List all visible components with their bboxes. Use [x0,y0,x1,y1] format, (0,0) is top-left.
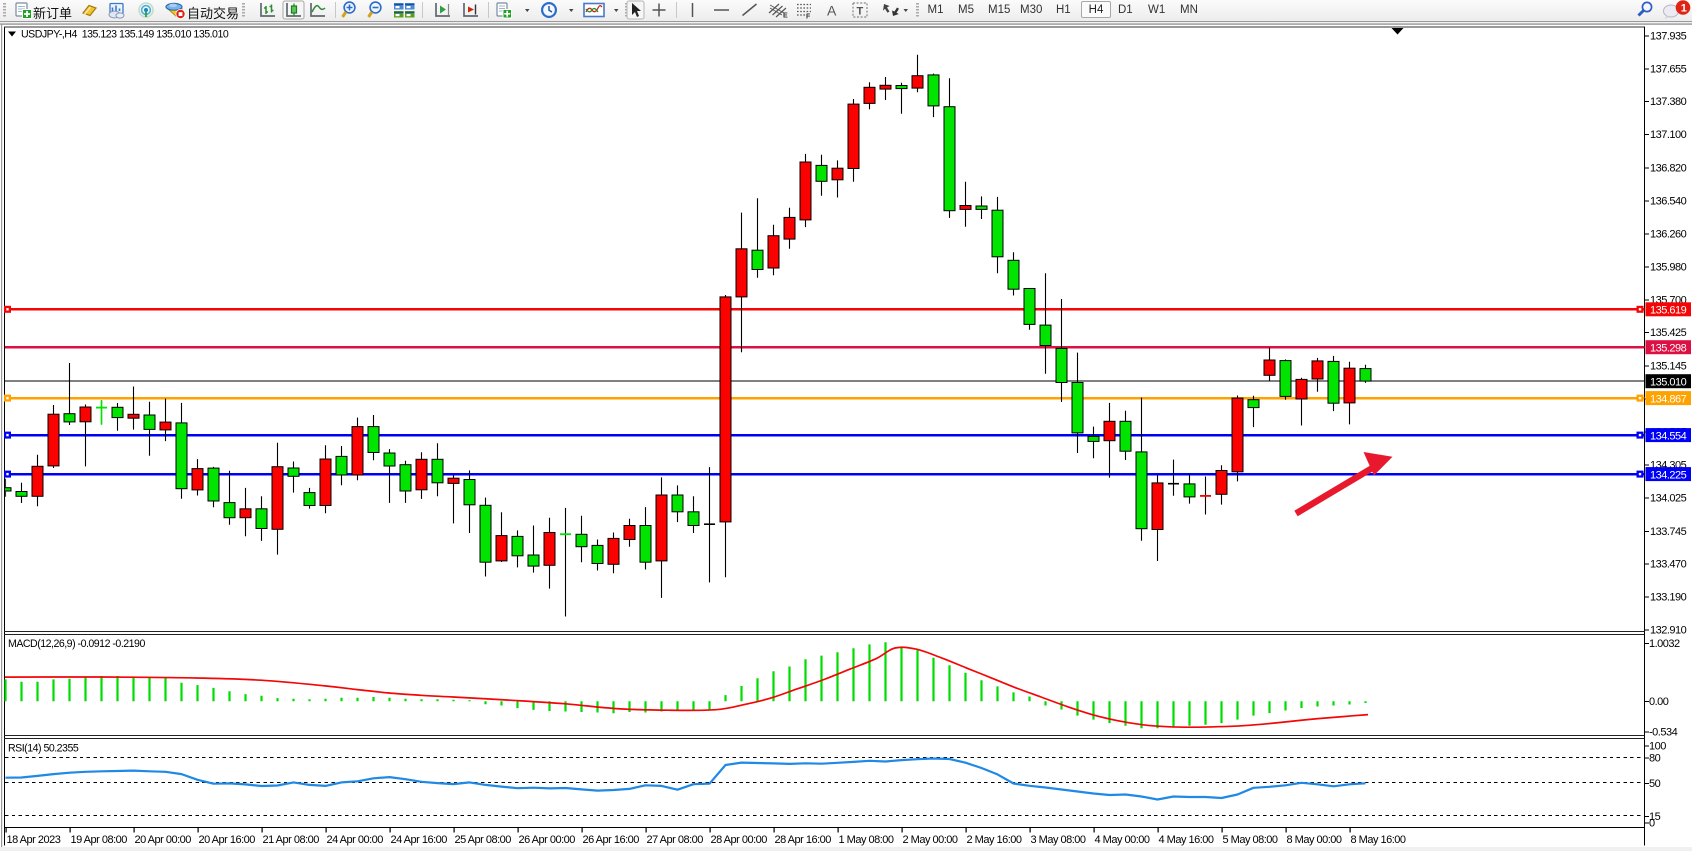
svg-text:4 May 00:00: 4 May 00:00 [1095,834,1150,846]
svg-text:21 Apr 08:00: 21 Apr 08:00 [263,834,320,846]
svg-text:8 May 16:00: 8 May 16:00 [1351,834,1406,846]
svg-text:137.380: 137.380 [1650,96,1687,108]
svg-text:0.00: 0.00 [1649,696,1669,708]
svg-text:26 Apr 00:00: 26 Apr 00:00 [519,834,576,846]
svg-text:135.980: 135.980 [1650,262,1687,274]
svg-text:80: 80 [1649,753,1661,765]
svg-text:3 May 08:00: 3 May 08:00 [1031,834,1086,846]
svg-text:133.470: 133.470 [1650,558,1687,570]
svg-text:135.298: 135.298 [1650,342,1687,354]
svg-text:RSI(14) 50.2355: RSI(14) 50.2355 [8,743,79,755]
svg-text:2 May 00:00: 2 May 00:00 [903,834,958,846]
svg-text:20 Apr 16:00: 20 Apr 16:00 [199,834,256,846]
svg-text:2 May 16:00: 2 May 16:00 [967,834,1022,846]
svg-text:F: F [806,14,811,21]
svg-text:MACD(12,26,9) -0.0912 -0.2190: MACD(12,26,9) -0.0912 -0.2190 [8,638,145,650]
svg-text:4 May 16:00: 4 May 16:00 [1159,834,1214,846]
svg-text:20 Apr 00:00: 20 Apr 00:00 [135,834,192,846]
svg-text:135.425: 135.425 [1650,327,1687,339]
svg-text:24 Apr 16:00: 24 Apr 16:00 [391,834,448,846]
svg-text:26 Apr 16:00: 26 Apr 16:00 [583,834,640,846]
svg-text:135.619: 135.619 [1650,305,1687,317]
svg-text:19 Apr 08:00: 19 Apr 08:00 [71,834,128,846]
svg-text:50: 50 [1649,778,1661,790]
svg-text:28 Apr 00:00: 28 Apr 00:00 [711,834,768,846]
svg-text:134.554: 134.554 [1650,430,1687,442]
svg-text:27 Apr 08:00: 27 Apr 08:00 [647,834,704,846]
svg-text:USDJPY-,H4 135.123 135.149 13: USDJPY-,H4 135.123 135.149 135.010 135.0… [21,29,229,41]
svg-text:137.935: 137.935 [1650,31,1687,43]
svg-text:E: E [783,13,788,20]
svg-text:137.100: 137.100 [1650,129,1687,141]
svg-text:18 Apr 2023: 18 Apr 2023 [7,834,61,846]
svg-text:15: 15 [1649,811,1661,823]
svg-text:24 Apr 00:00: 24 Apr 00:00 [327,834,384,846]
svg-text:134.867: 134.867 [1650,393,1687,405]
svg-text:135.145: 135.145 [1650,360,1687,372]
svg-text:133.745: 133.745 [1650,526,1687,538]
svg-text:5 May 08:00: 5 May 08:00 [1223,834,1278,846]
svg-text:136.820: 136.820 [1650,162,1687,174]
svg-text:136.260: 136.260 [1650,229,1687,241]
svg-text:28 Apr 16:00: 28 Apr 16:00 [775,834,832,846]
svg-text:8 May 00:00: 8 May 00:00 [1287,834,1342,846]
svg-text:1.0032: 1.0032 [1649,638,1680,650]
svg-text:136.540: 136.540 [1650,195,1687,207]
svg-text:137.655: 137.655 [1650,64,1687,76]
svg-text:133.190: 133.190 [1650,591,1687,603]
svg-text:1: 1 [1681,3,1687,15]
svg-text:-0.534: -0.534 [1649,727,1678,739]
svg-text:134.225: 134.225 [1650,469,1687,481]
svg-text:1 May 08:00: 1 May 08:00 [839,834,894,846]
svg-text:132.910: 132.910 [1650,625,1687,637]
svg-text:134.025: 134.025 [1650,493,1687,505]
svg-text:25 Apr 08:00: 25 Apr 08:00 [455,834,512,846]
svg-text:135.010: 135.010 [1650,376,1687,388]
svg-text:A: A [827,3,837,19]
svg-text:T: T [857,6,864,18]
svg-text:100: 100 [1649,741,1666,753]
svg-text:0: 0 [1649,818,1655,830]
